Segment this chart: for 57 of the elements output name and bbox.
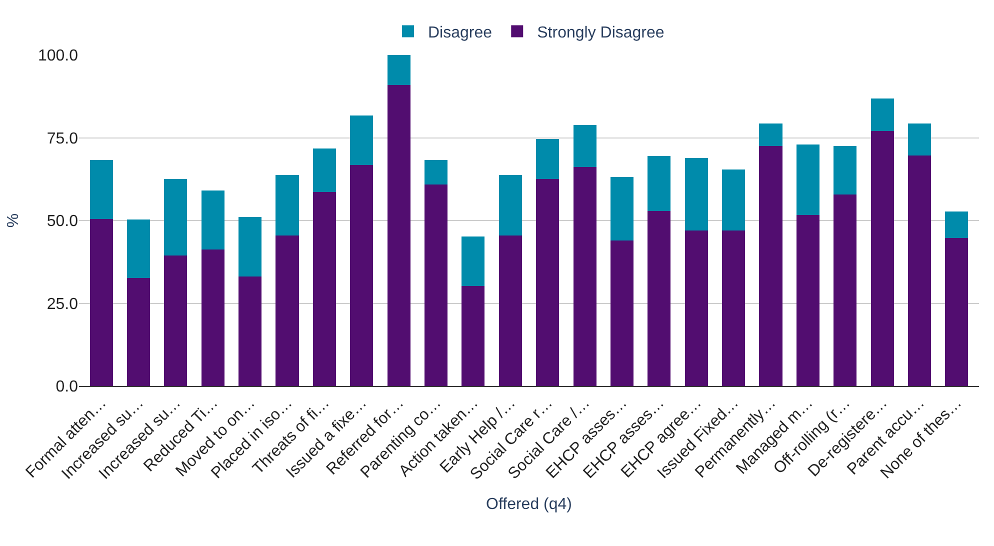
y-axis-title: % [4,213,22,228]
bar [276,236,299,386]
bar [870,98,894,132]
bar [908,156,932,386]
bar [610,176,634,240]
bar [945,212,968,238]
bar [648,156,671,212]
bar [759,124,782,146]
bar [90,218,113,386]
y-tick-label: 50.0 [46,213,78,230]
bar [945,238,968,386]
legend-label: Strongly Disagree [537,24,664,42]
bar [238,276,262,386]
bar [276,175,299,236]
bar [722,230,746,386]
bar [350,164,374,386]
bar [796,214,820,386]
bar [536,178,560,386]
bar [498,236,522,386]
x-axis-title: Offered (q4) [486,496,572,514]
bar [573,167,596,386]
bar [834,146,857,194]
y-tick-label: 0.0 [56,378,78,396]
bar [387,55,410,85]
bar [610,240,634,386]
bar [164,255,188,386]
bar [462,286,485,386]
bar [201,190,224,250]
y-tick-label: 100.0 [38,48,78,65]
bar [536,139,560,179]
bar [759,146,782,386]
bar [424,160,448,184]
bar [312,148,336,192]
bar [238,217,262,276]
y-tick-label: 25.0 [46,296,78,313]
bar [498,175,522,236]
bar [424,184,448,386]
bar [387,84,410,386]
bar [870,131,894,386]
bar [350,116,374,165]
bar [462,236,485,286]
bar [90,160,113,219]
bar [684,158,708,230]
y-tick-label: 75.0 [46,130,78,148]
bar [684,230,708,386]
bar [164,179,188,256]
bar [648,211,671,386]
bar [834,194,857,386]
bar [573,125,596,168]
bar [201,250,224,386]
bar [796,144,820,215]
bar [126,220,150,278]
legend-label: Disagree [428,24,492,42]
bar [722,170,746,230]
bar [312,192,336,386]
bar [908,124,932,156]
bar [126,278,150,386]
